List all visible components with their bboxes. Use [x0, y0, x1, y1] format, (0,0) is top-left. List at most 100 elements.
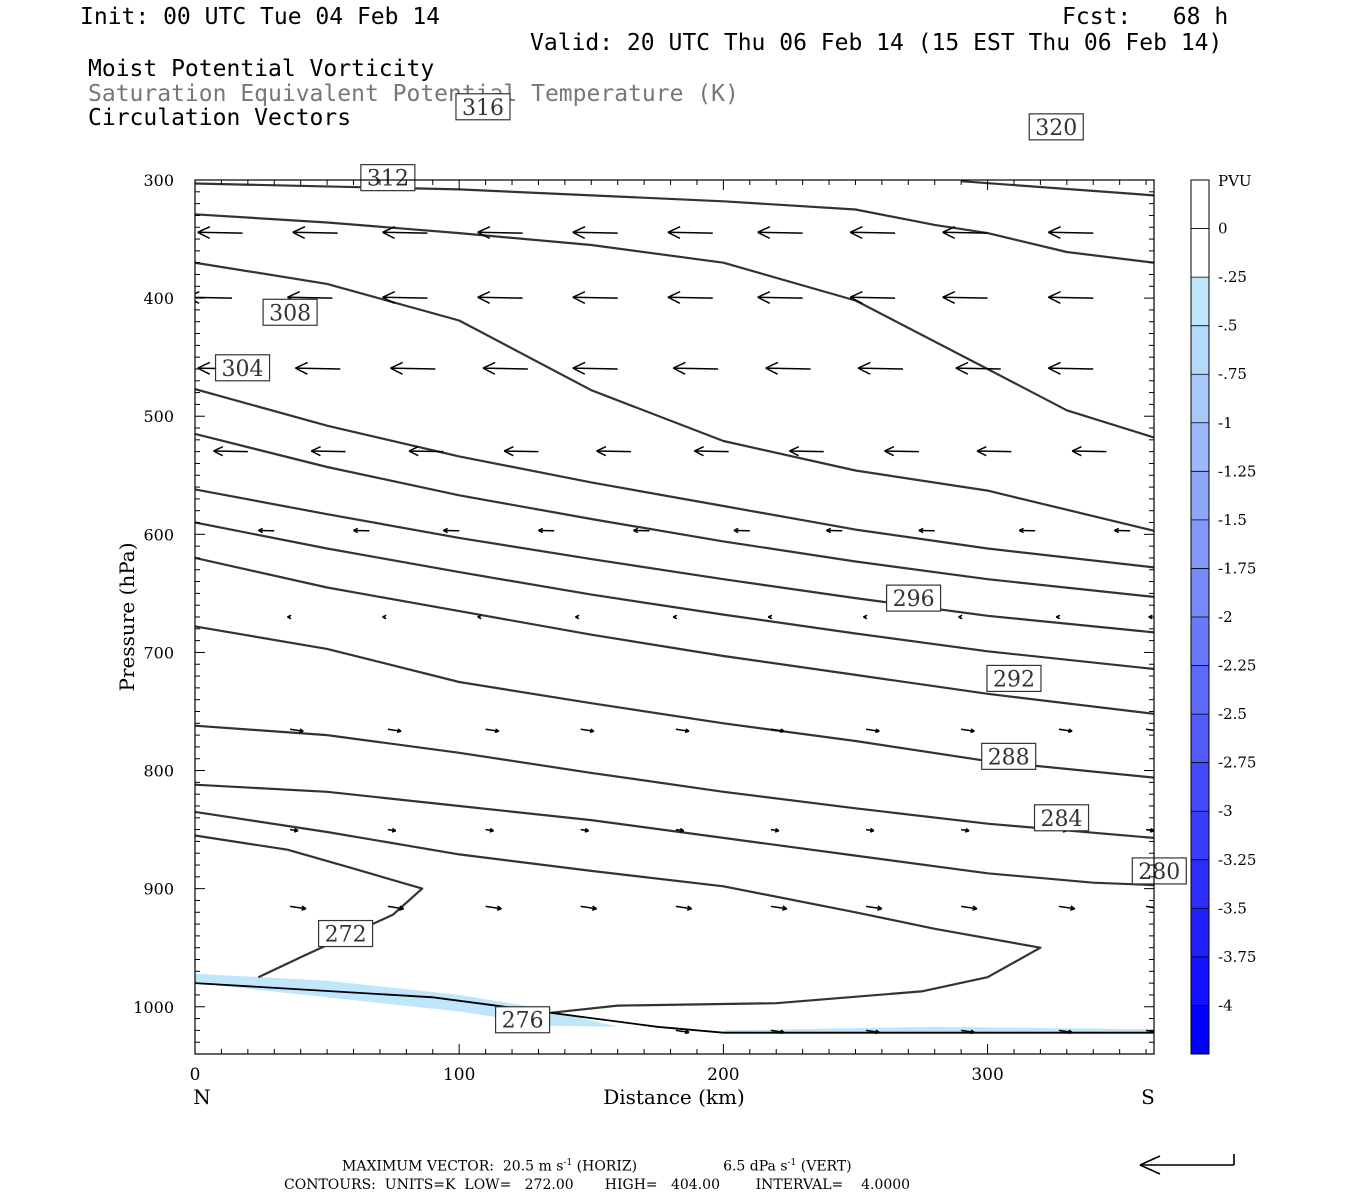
x-tick-label: 100 — [443, 1065, 475, 1085]
colorbar-label: -4 — [1218, 996, 1233, 1014]
colorbar-title: PVU — [1218, 172, 1252, 190]
circulation-vector — [382, 290, 428, 305]
circulation-vector — [672, 614, 678, 620]
y-tick-label: 400 — [143, 289, 174, 308]
circulation-vector — [1145, 1029, 1154, 1033]
circulation-vector — [1047, 225, 1094, 240]
contour-label-288: 288 — [981, 742, 1037, 770]
contour-308 — [195, 388, 1154, 569]
y-tick-label: 700 — [143, 643, 174, 662]
circulation-vector — [789, 446, 824, 457]
contour-label-304: 304 — [214, 354, 271, 382]
circulation-vector — [310, 446, 346, 457]
contour-label-292: 292 — [986, 664, 1042, 692]
circulation-vector — [295, 361, 341, 375]
colorbar-swatch — [1191, 859, 1209, 909]
circulation-vector — [197, 225, 243, 240]
x-tick-label: 300 — [971, 1065, 1003, 1085]
x-tick-label: 200 — [707, 1065, 739, 1085]
circulation-vector — [575, 614, 580, 620]
colorbar-label: -3.5 — [1218, 899, 1247, 917]
colorbar-label: -2.5 — [1218, 705, 1247, 723]
contour-324 — [961, 180, 1154, 197]
circulation-vector — [633, 527, 650, 534]
colorbar-swatch — [1191, 617, 1209, 666]
circulation-vector — [572, 290, 618, 305]
colorbar-swatch — [1191, 471, 1209, 520]
contour-label-308: 308 — [262, 298, 318, 326]
circulation-vector — [289, 827, 299, 833]
circulation-vector — [675, 827, 685, 833]
circulation-vector — [477, 290, 523, 305]
circulation-vector — [865, 1029, 880, 1035]
max-vector-line: MAXIMUM VECTOR: 20.5 m s-1 (HORIZ) 6.5 dP… — [342, 1158, 852, 1175]
field-title-thetae: Saturation Equivalent Potential Temperat… — [88, 81, 739, 107]
y-tick-label: 1000 — [133, 998, 174, 1017]
circulation-vector — [477, 225, 523, 240]
contour-label-316: 316 — [455, 93, 511, 121]
circulation-vector — [289, 728, 304, 734]
circulation-vector — [482, 361, 528, 375]
contour-label-284: 284 — [1033, 804, 1090, 832]
circulation-vector — [765, 361, 811, 375]
circulation-vector — [485, 905, 502, 911]
circulation-vector — [961, 728, 975, 734]
circulation-vector — [195, 290, 233, 305]
svg-text:320: 320 — [1035, 116, 1077, 141]
exponent-vert: -1 — [787, 1158, 797, 1168]
circulation-vector — [667, 225, 713, 240]
colorbar-swatch — [1191, 568, 1209, 617]
svg-text:272: 272 — [325, 923, 367, 948]
colorbar-swatch — [1191, 422, 1209, 472]
vert-label: (VERT) — [796, 1158, 852, 1175]
circulation-vector — [976, 446, 1012, 457]
circulation-vector — [918, 527, 935, 534]
circulation-vector — [865, 728, 880, 734]
circulation-vector — [1047, 290, 1094, 305]
contour-label-272: 272 — [317, 919, 374, 948]
circulation-vector — [485, 728, 500, 734]
x-tick-label: 0 — [190, 1065, 201, 1085]
contour-316 — [195, 213, 1154, 439]
contour-312 — [195, 261, 1154, 532]
contour-info-line: CONTOURS: UNITS=K LOW= 272.00 HIGH= 404.… — [284, 1177, 911, 1193]
circulation-vector — [382, 614, 387, 620]
svg-text:308: 308 — [269, 301, 311, 326]
circulation-vector — [387, 728, 402, 734]
circulation-vector — [1071, 446, 1107, 457]
colorbar-label: -2.75 — [1218, 754, 1256, 772]
circulation-vector — [675, 1029, 690, 1035]
circulation-vector — [857, 361, 904, 375]
circulation-vector — [884, 446, 919, 457]
circulation-vector — [387, 905, 405, 911]
colorbar-swatch — [1191, 762, 1209, 812]
contour-300 — [195, 488, 1154, 634]
circulation-vector — [572, 225, 618, 240]
circulation-vector — [580, 827, 590, 833]
circulation-vector — [442, 527, 460, 534]
colorbar-label: -.5 — [1218, 317, 1237, 335]
circulation-vector — [958, 614, 963, 620]
svg-text:304: 304 — [222, 357, 264, 382]
circulation-vector — [826, 527, 843, 534]
svg-text:296: 296 — [893, 587, 935, 612]
contour-292 — [195, 556, 1154, 715]
y-tick-label: 600 — [143, 525, 174, 544]
circulation-vector — [382, 225, 428, 240]
svg-text:280: 280 — [1138, 860, 1180, 885]
contour-304 — [195, 432, 1154, 598]
max-vector-vert-value: 6.5 dPa s — [723, 1158, 788, 1175]
colorbar-swatch — [1191, 374, 1209, 423]
colorbar-label: -1.75 — [1218, 559, 1256, 577]
circulation-vector — [580, 905, 597, 911]
contour-280 — [195, 783, 1154, 887]
contour-276 — [195, 810, 1042, 1014]
circulation-vector — [942, 290, 988, 305]
colorbar-swatch — [1191, 811, 1209, 860]
circulation-vector — [693, 446, 729, 457]
colorbar-label: -3 — [1218, 802, 1233, 820]
init-time: Init: 00 UTC Tue 04 Feb 14 — [80, 4, 441, 30]
circulation-vector — [1018, 527, 1036, 534]
circulation-vector — [572, 361, 618, 375]
colorbar-swatch — [1191, 956, 1209, 1006]
